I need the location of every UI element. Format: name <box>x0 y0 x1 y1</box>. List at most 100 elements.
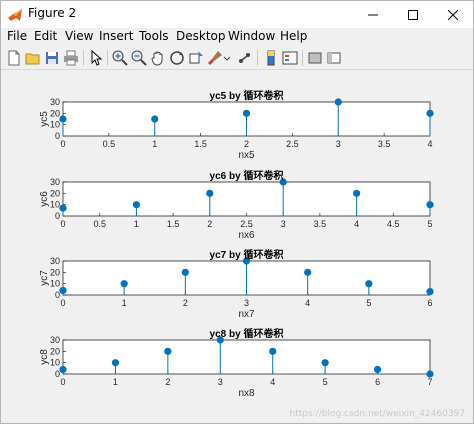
toolbar-separator <box>107 50 108 66</box>
stem-marker <box>426 370 434 378</box>
y-tick-label: 20 <box>50 267 60 277</box>
x-tick-label: 2.5 <box>240 219 253 229</box>
minimize-button[interactable] <box>353 1 393 28</box>
y-tick-label: 0 <box>55 131 60 141</box>
x-tick-label: 4 <box>270 377 275 387</box>
y-axis-label: yc8 <box>39 349 50 365</box>
close-button[interactable] <box>433 1 473 28</box>
stem-marker <box>59 365 67 374</box>
x-axis-label: nx5 <box>238 150 255 161</box>
y-axis-label: yc5 <box>39 111 50 127</box>
x-tick-label: 4 <box>305 298 310 308</box>
stem-marker <box>269 347 277 355</box>
stem-marker <box>59 115 67 123</box>
x-tick-label: 3.5 <box>314 219 327 229</box>
y-tick-label: 20 <box>50 108 60 118</box>
stem-marker <box>164 347 172 355</box>
x-axis-label: nx8 <box>238 388 255 399</box>
save-icon[interactable] <box>43 49 61 67</box>
stem-marker <box>334 98 342 106</box>
open-file-icon[interactable] <box>24 49 42 67</box>
stem-marker <box>242 109 251 117</box>
x-tick-label: 5 <box>323 377 328 387</box>
y-tick-label: 30 <box>50 177 60 187</box>
stem-marker <box>120 280 128 288</box>
stem-marker <box>59 286 67 295</box>
stem-marker <box>111 359 120 367</box>
menu-file[interactable]: File <box>7 29 28 43</box>
menu-help[interactable]: Help <box>280 29 308 43</box>
toolbar-separator <box>257 50 258 66</box>
y-tick-label: 0 <box>55 290 60 300</box>
zoom-out-icon[interactable] <box>130 49 148 67</box>
stem-marker <box>353 189 361 197</box>
figure-area: 0 10 20 30 0 0.5 1 1.5 2 2.5 3 3.5 4 yc5 by 循环卷积 nx5 yc… <box>1 71 473 423</box>
x-tick-label: 6 <box>427 298 432 308</box>
rotate-3d-icon[interactable] <box>168 49 186 67</box>
x-tick-label: 2 <box>165 377 170 387</box>
stem-marker <box>321 359 329 367</box>
close-icon <box>448 9 458 20</box>
x-tick-label: 2 <box>183 298 188 308</box>
stem-marker <box>132 201 140 209</box>
stem-marker <box>59 204 67 212</box>
x-tick-label: 3 <box>281 219 286 229</box>
maximize-button[interactable] <box>393 1 433 28</box>
stem-marker <box>426 288 434 296</box>
title-bar[interactable]: Figure 2 <box>1 1 473 28</box>
menu-edit[interactable]: Edit <box>34 29 58 43</box>
new-figure-icon[interactable] <box>5 49 23 67</box>
x-tick-label: 3 <box>336 139 341 149</box>
x-tick-label: 1.5 <box>167 219 180 229</box>
minimize-icon <box>368 14 378 15</box>
maximize-icon <box>408 9 418 20</box>
x-tick-label: 2 <box>244 139 249 149</box>
x-tick-label: 2 <box>207 219 212 229</box>
stem-marker <box>216 336 224 344</box>
colorbar-icon[interactable] <box>262 49 280 67</box>
menu-desktop[interactable]: Desktop <box>176 29 226 43</box>
pan-hand-icon[interactable] <box>149 49 167 67</box>
x-tick-label: 6 <box>375 377 380 387</box>
stem-marker <box>426 201 434 209</box>
menu-insert[interactable]: Insert <box>99 29 134 43</box>
print-icon[interactable] <box>62 49 80 67</box>
data-cursor-icon[interactable] <box>187 49 205 67</box>
menu-tools[interactable]: Tools <box>139 29 169 43</box>
brush-icon[interactable] <box>206 49 224 67</box>
watermark: https://blog.csdn.net/weixin_42460397 <box>289 409 465 419</box>
zoom-in-icon[interactable] <box>111 49 129 67</box>
y-tick-label: 10 <box>50 200 60 210</box>
y-tick-label: 30 <box>50 335 60 345</box>
x-tick-label: 4.5 <box>387 219 400 229</box>
x-tick-label: 3 <box>244 298 249 308</box>
x-tick-label: 3.5 <box>378 139 391 149</box>
window-title: Figure 2 <box>28 6 77 20</box>
y-tick-label: 10 <box>50 358 60 368</box>
menu-window[interactable]: Window <box>228 29 276 43</box>
x-tick-label: 5 <box>427 219 432 229</box>
menu-view[interactable]: View <box>65 29 94 43</box>
subplot-title: yc5 by 循环卷积 <box>210 89 284 102</box>
show-plot-tools-icon[interactable] <box>325 49 343 67</box>
x-tick-label: 1 <box>152 139 157 149</box>
x-tick-label: 5 <box>366 298 371 308</box>
x-tick-label: 1 <box>122 298 127 308</box>
chevron-down-icon[interactable] <box>222 49 232 67</box>
matlab-icon <box>8 9 22 21</box>
x-tick-label: 4 <box>354 219 359 229</box>
x-tick-label: 0.5 <box>93 219 106 229</box>
stem-marker <box>365 280 373 288</box>
stem-marker <box>206 189 214 197</box>
link-plot-icon[interactable] <box>236 49 254 67</box>
hide-plot-tools-icon[interactable] <box>306 49 324 67</box>
x-tick-label: 1 <box>113 377 118 387</box>
stem-marker <box>242 257 251 265</box>
edit-plot-arrow-icon[interactable] <box>87 49 105 67</box>
legend-icon[interactable] <box>281 49 299 67</box>
x-tick-label: 3 <box>218 377 223 387</box>
x-tick-label: 0.5 <box>103 139 116 149</box>
stem-marker <box>426 109 434 117</box>
x-tick-label: 0 <box>60 139 65 149</box>
y-tick-label: 30 <box>50 97 60 107</box>
